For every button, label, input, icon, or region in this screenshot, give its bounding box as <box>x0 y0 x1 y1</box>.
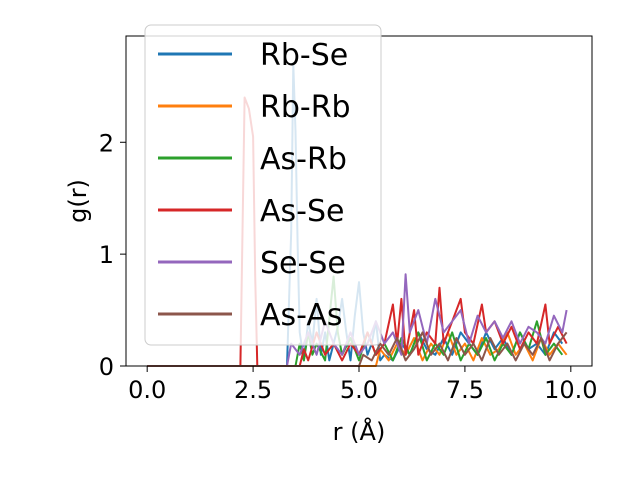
x-tick-label: 10.0 <box>544 376 597 404</box>
x-tick-label: 2.5 <box>234 376 272 404</box>
y-tick-label: 1 <box>99 241 114 269</box>
x-tick-label: 7.5 <box>446 376 484 404</box>
y-axis-label: g(r) <box>64 179 92 223</box>
y-tick-label: 0 <box>99 353 114 381</box>
legend-entry-label: As-Rb <box>260 142 347 177</box>
legend-entry-label: Rb-Rb <box>260 90 351 125</box>
x-tick-label: 5.0 <box>340 376 378 404</box>
legend-entry-label: As-As <box>260 298 342 333</box>
legend: Rb-Se Rb-Rb As-Rb As-Se Se-Se As-As <box>144 24 382 346</box>
series-line-as-as <box>147 331 568 367</box>
legend-entry-label: Se-Se <box>260 246 346 281</box>
series-line-as-se <box>147 96 568 367</box>
legend-box <box>144 24 382 346</box>
x-axis-label: r (Å) <box>333 417 386 446</box>
x-tick-label: 0.0 <box>128 376 166 404</box>
legend-entry-label: Rb-Se <box>260 38 348 73</box>
axis-ticks: 0.0 2.5 5.0 7.5 10.0 0 1 2 <box>99 129 598 404</box>
legend-entry-label: As-Se <box>260 194 344 229</box>
y-tick-label: 2 <box>99 129 114 157</box>
